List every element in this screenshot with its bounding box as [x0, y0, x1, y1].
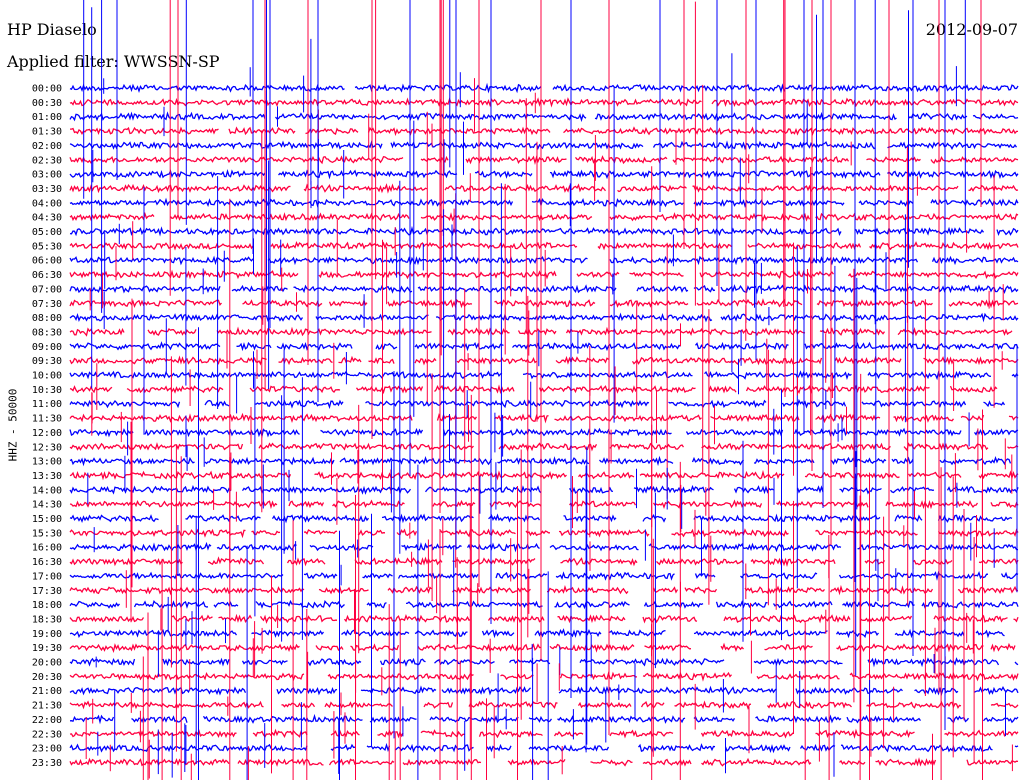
time-tick-label: 22:30: [32, 729, 62, 740]
trace-line: [69, 442, 1019, 452]
trace-line: [69, 269, 1019, 280]
time-tick-label: 21:00: [32, 686, 62, 697]
time-tick-label: 17:00: [32, 571, 62, 582]
trace-line: [69, 168, 1019, 180]
time-tick-label: 18:00: [32, 600, 62, 611]
trace-line: [69, 613, 1019, 624]
trace-line: [69, 211, 1019, 222]
trace-line: [69, 111, 1019, 123]
time-tick-label: 12:00: [32, 428, 62, 439]
time-tick-label: 02:30: [32, 155, 62, 166]
time-tick-label: 05:00: [32, 227, 62, 238]
trace-line: [69, 97, 1019, 108]
time-tick-label: 03:00: [32, 170, 62, 181]
trace-line: [69, 284, 1019, 295]
time-tick-label: 08:00: [32, 313, 62, 324]
time-tick-label: 21:30: [32, 701, 62, 712]
trace-line: [70, 126, 1018, 137]
time-tick-label: 19:30: [32, 643, 62, 654]
time-tick-label: 11:30: [32, 414, 62, 425]
date-label: 2012-09-07: [925, 20, 1018, 39]
time-tick-label: 06:30: [32, 270, 62, 281]
time-tick-label: 09:00: [32, 342, 62, 353]
trace-line: [69, 82, 1019, 94]
trace-line: [69, 140, 1018, 151]
time-tick-label: 11:00: [32, 399, 62, 410]
time-tick-label: 17:30: [32, 586, 62, 597]
trace-line: [69, 757, 1019, 767]
station-title: HP Diaselo: [7, 20, 97, 39]
trace-line: [69, 671, 1019, 682]
time-tick-label: 15:30: [32, 528, 62, 539]
time-tick-label: 00:30: [32, 98, 62, 109]
time-tick-label: 09:30: [32, 356, 62, 367]
time-tick-label: 00:00: [32, 84, 62, 95]
tick-label-layer: 00:00 00:30 01:00 01:30 02:00 02:30 03:00 03:30…: [32, 84, 62, 769]
time-tick-label: 14:00: [32, 485, 62, 496]
time-tick-label: 05:30: [32, 241, 62, 252]
trace-line: [69, 628, 1005, 639]
filter-label: Applied filter: WWSSN-SP: [7, 52, 220, 71]
time-tick-label: 04:30: [32, 213, 62, 224]
trace-line: [69, 700, 1019, 710]
time-tick-label: 15:00: [32, 514, 62, 525]
trace-line: [69, 713, 1019, 725]
trace-line: [69, 541, 1019, 553]
trace-line: [69, 370, 1019, 381]
time-tick-label: 07:00: [32, 284, 62, 295]
time-tick-label: 12:30: [32, 442, 62, 453]
time-tick-label: 20:00: [32, 658, 62, 669]
time-tick-label: 18:30: [32, 614, 62, 625]
time-tick-label: 03:30: [32, 184, 62, 195]
time-tick-label: 16:30: [32, 557, 62, 568]
trace-line: [69, 241, 1019, 251]
trace-line: [69, 584, 1019, 596]
time-tick-label: 20:30: [32, 672, 62, 683]
trace-line: [69, 599, 1019, 610]
time-tick-label: 13:30: [32, 471, 62, 482]
trace-line: [69, 685, 1019, 697]
spike-layer: [83, 0, 1018, 780]
time-tick-label: 19:00: [32, 629, 62, 640]
time-tick-label: 23:00: [32, 744, 62, 755]
trace-line: [69, 341, 1019, 352]
time-tick-label: 06:00: [32, 256, 62, 267]
time-tick-label: 07:30: [32, 299, 62, 310]
time-tick-label: 22:00: [32, 715, 62, 726]
trace-line: [69, 355, 1019, 366]
time-tick-label: 10:00: [32, 371, 62, 382]
time-tick-label: 01:30: [32, 127, 62, 138]
trace-line: [69, 412, 1019, 424]
trace-line: [69, 742, 1019, 754]
time-tick-label: 14:30: [32, 500, 62, 511]
time-tick-label: 01:00: [32, 112, 62, 123]
trace-line: [69, 197, 1019, 209]
trace-line: [69, 499, 1019, 510]
time-tick-label: 16:00: [32, 543, 62, 554]
trace-line: [69, 183, 1019, 194]
trace-line: [69, 155, 1019, 166]
time-tick-label: 13:00: [32, 457, 62, 468]
trace-line: [69, 571, 1019, 581]
time-tick-label: 02:00: [32, 141, 62, 152]
time-tick-label: 23:30: [32, 758, 62, 769]
trace-line: [69, 398, 1006, 410]
time-tick-label: 04:00: [32, 198, 62, 209]
trace-line: [69, 657, 1019, 668]
time-tick-label: 08:30: [32, 327, 62, 338]
trace-line: [69, 728, 1019, 739]
time-tick-label: 10:30: [32, 385, 62, 396]
trace-line: [69, 642, 1016, 653]
